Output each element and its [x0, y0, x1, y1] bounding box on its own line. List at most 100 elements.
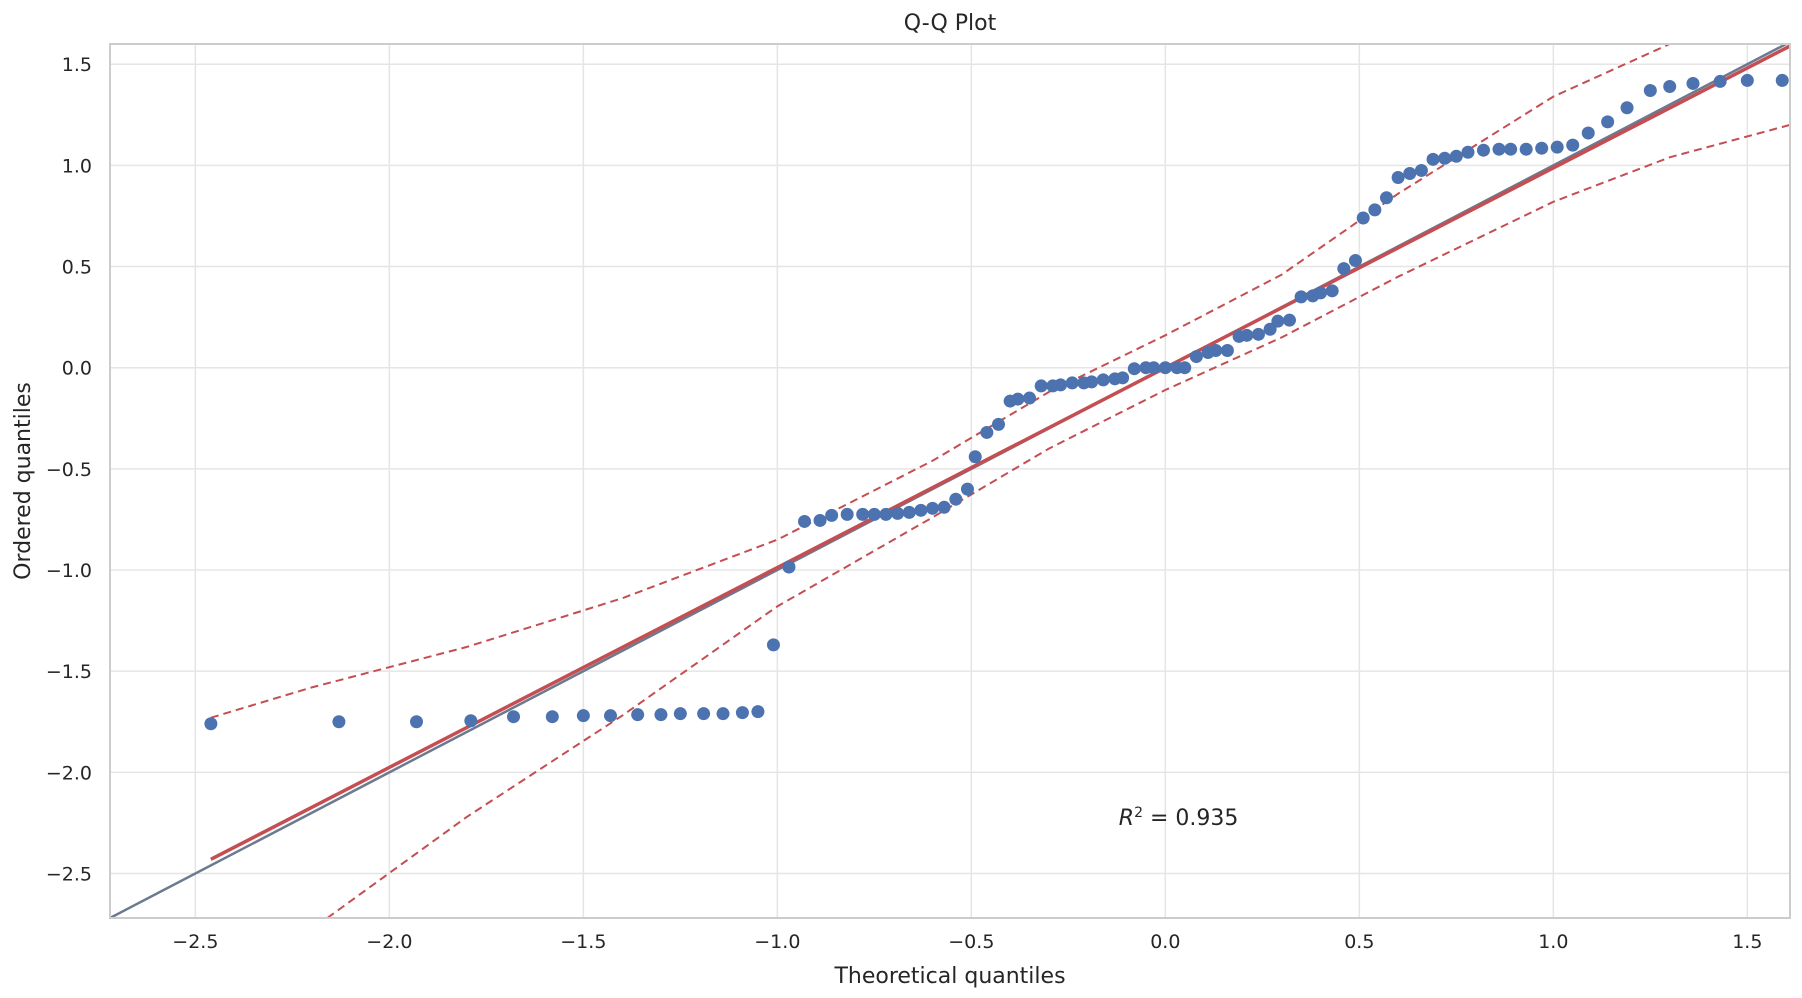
- data-point: [1414, 163, 1428, 177]
- y-tick-label: −2.5: [46, 863, 92, 885]
- data-point: [891, 506, 905, 520]
- data-point: [332, 715, 346, 729]
- data-point: [654, 708, 668, 722]
- data-point: [1220, 344, 1234, 358]
- data-point: [937, 500, 951, 514]
- data-point: [902, 505, 916, 519]
- data-point: [991, 417, 1005, 431]
- y-tick-labels: 1.5 1.0 0.5 0.0 −0.5 −1.0 −1.5 −2.0 −2.5: [46, 54, 92, 885]
- data-point: [1251, 327, 1265, 341]
- y-tick-label: −1.5: [46, 661, 92, 683]
- data-point: [1189, 350, 1203, 364]
- data-point: [1116, 371, 1130, 385]
- data-point: [464, 714, 478, 728]
- data-point: [1337, 262, 1351, 276]
- y-tick-label: 0.5: [62, 257, 92, 279]
- data-point: [1034, 379, 1048, 393]
- data-point: [1663, 79, 1677, 93]
- data-point: [949, 492, 963, 506]
- data-point: [1620, 101, 1634, 115]
- data-point: [204, 717, 218, 731]
- data-point: [1504, 142, 1518, 156]
- data-point: [1519, 142, 1533, 156]
- data-point: [1282, 313, 1296, 327]
- r-squared-annotation: R2 = 0.935: [1119, 805, 1239, 831]
- data-point: [1535, 141, 1549, 155]
- data-point: [867, 507, 881, 521]
- data-point: [980, 425, 994, 439]
- data-point: [1356, 211, 1370, 225]
- data-point: [1643, 84, 1657, 98]
- data-point: [410, 715, 424, 729]
- data-point: [1271, 314, 1285, 328]
- data-point: [1601, 115, 1615, 129]
- r-squared-exponent: 2: [1134, 805, 1143, 821]
- data-point: [960, 482, 974, 496]
- data-point: [1054, 378, 1068, 392]
- data-points: [204, 73, 1789, 731]
- data-point: [1348, 253, 1362, 267]
- x-tick-label: −1.0: [754, 931, 800, 953]
- data-point: [782, 560, 796, 574]
- data-point: [1775, 73, 1789, 87]
- data-point: [1449, 149, 1463, 163]
- x-tick-label: −0.5: [948, 931, 994, 953]
- data-point: [1085, 375, 1099, 389]
- data-point: [1240, 328, 1254, 342]
- y-tick-label: −1.0: [46, 560, 92, 582]
- data-point: [1550, 140, 1564, 154]
- data-point: [751, 705, 765, 719]
- data-point: [1403, 166, 1417, 180]
- data-point: [1686, 76, 1700, 90]
- data-point: [1492, 142, 1506, 156]
- y-tick-label: 1.0: [62, 155, 92, 177]
- data-point: [1426, 152, 1440, 166]
- chart-title: Q-Q Plot: [904, 11, 997, 36]
- x-tick-label: −2.0: [366, 931, 412, 953]
- data-point: [1713, 74, 1727, 88]
- data-point: [1314, 286, 1328, 300]
- lower-confidence-line: [326, 123, 1791, 919]
- data-point: [507, 710, 521, 724]
- x-tick-label: 0.0: [1150, 931, 1180, 953]
- data-point: [1294, 290, 1308, 304]
- data-point: [631, 708, 645, 722]
- data-point: [1158, 361, 1172, 375]
- data-point: [856, 507, 870, 521]
- data-point: [1368, 203, 1382, 217]
- y-tick-label: −2.0: [46, 762, 92, 784]
- data-point: [716, 707, 730, 721]
- data-point: [968, 450, 982, 464]
- data-point: [1065, 376, 1079, 390]
- data-point: [879, 507, 893, 521]
- data-point: [697, 707, 711, 721]
- data-point: [1178, 361, 1192, 375]
- data-point: [1566, 138, 1580, 152]
- data-point: [840, 507, 854, 521]
- data-point: [673, 707, 687, 721]
- data-point: [1263, 322, 1277, 336]
- data-point: [1209, 344, 1223, 358]
- data-point: [926, 501, 940, 515]
- data-point: [545, 710, 559, 724]
- data-point: [1011, 392, 1025, 406]
- y-tick-label: 0.0: [62, 358, 92, 380]
- data-point: [1379, 191, 1393, 205]
- data-point: [914, 503, 928, 517]
- x-tick-labels: −2.5 −2.0 −1.5 −1.0 −0.5 0.0 0.5 1.0 1.5: [172, 931, 1762, 953]
- data-point: [1096, 373, 1110, 387]
- x-tick-label: 0.5: [1344, 931, 1374, 953]
- plot-frame: [109, 43, 1791, 919]
- data-point: [825, 508, 839, 522]
- data-point: [1391, 171, 1405, 185]
- data-point: [1581, 126, 1595, 140]
- x-tick-label: 1.5: [1732, 931, 1762, 953]
- confidence-band: [210, 43, 1791, 919]
- y-tick-label: −0.5: [46, 459, 92, 481]
- x-axis-label: Theoretical quantiles: [833, 964, 1065, 989]
- data-point: [1147, 361, 1161, 375]
- data-point: [766, 638, 780, 652]
- data-point: [576, 709, 590, 723]
- y-axis-label: Ordered quantiles: [11, 382, 36, 580]
